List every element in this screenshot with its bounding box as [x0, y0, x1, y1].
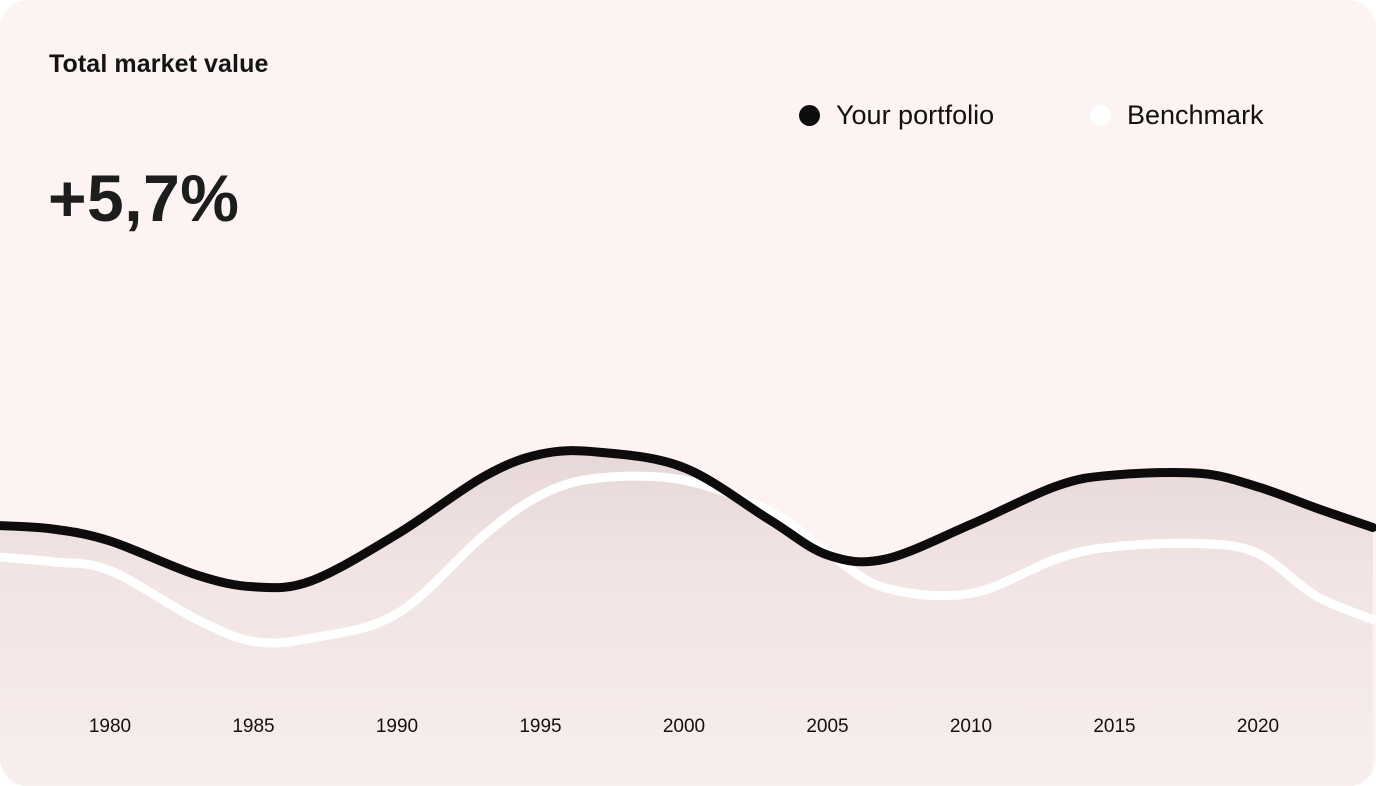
legend-item-benchmark[interactable]: Benchmark: [1090, 98, 1264, 132]
x-tick-label: 1980: [89, 716, 131, 737]
change-percentage: +5,7%: [48, 161, 240, 235]
x-tick-label: 1990: [376, 716, 418, 737]
x-tick-label: 1985: [232, 716, 274, 737]
x-tick-label: 1995: [519, 716, 561, 737]
x-tick-label: 2010: [950, 716, 992, 737]
chart-title: Total market value: [49, 50, 269, 78]
x-tick-label: 2005: [806, 716, 848, 737]
x-tick-label: 2000: [663, 716, 705, 737]
legend-swatch-portfolio: [799, 104, 820, 126]
benchmark-series-line: [0, 471, 1376, 648]
x-tick-label: 2020: [1237, 716, 1279, 737]
legend-swatch-benchmark: [1090, 104, 1111, 126]
legend-label-benchmark: Benchmark: [1127, 99, 1264, 130]
x-axis: 1980 1985 1990 1995 2000 2005 2010 2015 2020: [89, 716, 1279, 737]
portfolio-series-line: [0, 446, 1376, 593]
portfolio-area-fill: [0, 450, 1373, 786]
x-tick-label: 2015: [1093, 716, 1135, 737]
legend-item-portfolio[interactable]: Your portfolio: [799, 98, 994, 132]
legend-label-portfolio: Your portfolio: [836, 99, 995, 130]
